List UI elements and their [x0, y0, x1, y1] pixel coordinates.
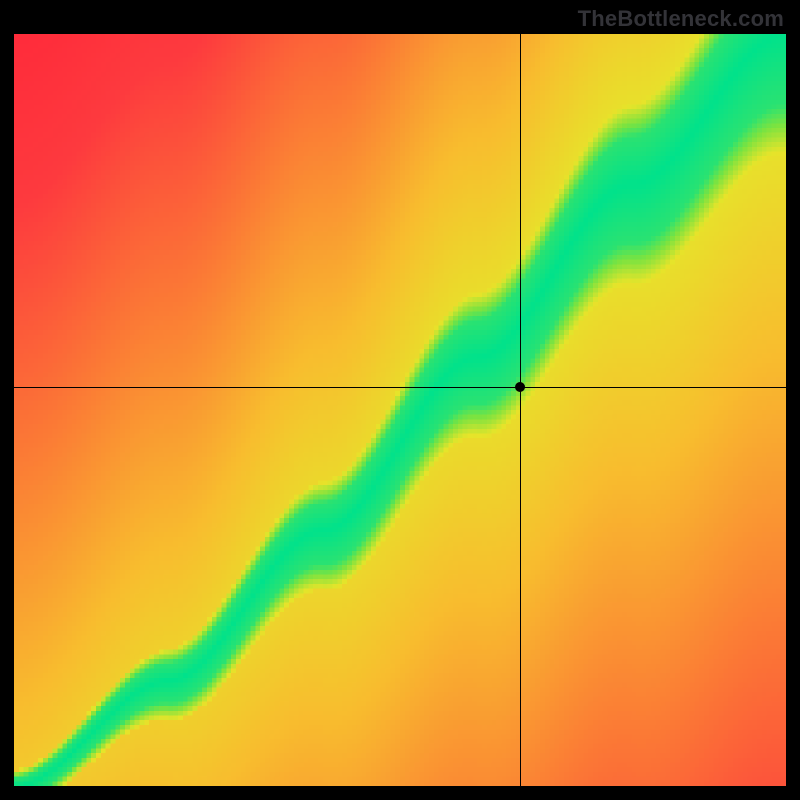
watermark-text: TheBottleneck.com [578, 6, 784, 32]
crosshair-marker [515, 382, 525, 392]
crosshair-vertical [520, 34, 521, 786]
heatmap-canvas [14, 34, 786, 786]
crosshair-horizontal [14, 387, 786, 388]
plot-area [14, 34, 786, 786]
